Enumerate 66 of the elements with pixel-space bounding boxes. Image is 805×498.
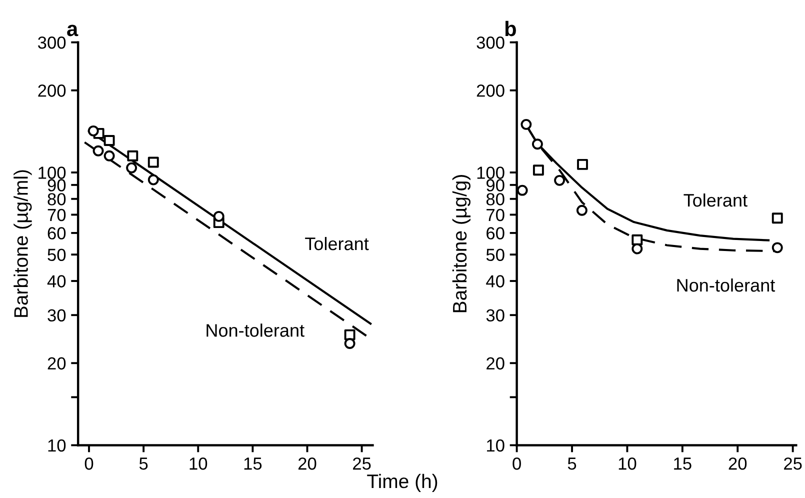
point (88, 125, 99, 136)
y-tick-label: 20 (48, 357, 66, 370)
x-tick-label: 0 (512, 457, 521, 470)
x-tick-label: 20 (298, 457, 316, 470)
x-tick-label: 5 (568, 458, 576, 470)
point (92, 145, 104, 156)
point (520, 118, 532, 130)
point (104, 135, 115, 146)
y-tick-label: 80 (486, 193, 504, 206)
annotation: Non-tolerant (206, 324, 304, 337)
point (772, 212, 783, 224)
y-tick-label: 30 (486, 309, 504, 322)
y-tick-label: 40 (486, 275, 504, 288)
x-tick-label: 10 (190, 457, 208, 470)
annotation: Tolerant (684, 193, 748, 207)
chart-title: b (505, 20, 516, 36)
point (532, 164, 544, 176)
y-tick-label: 90 (486, 179, 504, 192)
point (126, 162, 138, 174)
point (148, 174, 159, 186)
annotation: Tolerant (305, 236, 369, 250)
x-tick-label: 25 (784, 457, 802, 470)
y-tick-label: 200 (476, 84, 504, 97)
x-tick-label: 15 (244, 458, 262, 470)
y-tick-label: 300 (476, 36, 504, 49)
y-tick-label: 60 (486, 227, 504, 240)
point (148, 156, 159, 168)
y-tick-label: 300 (38, 36, 66, 49)
x-axis-title: Time (h) (367, 474, 438, 492)
x-tick-label: 25 (353, 457, 371, 470)
y-tick-label: 30 (48, 309, 66, 322)
x-tick-label: 0 (84, 457, 94, 470)
y-tick-label: 70 (486, 208, 504, 222)
point (516, 184, 528, 196)
point (344, 338, 356, 349)
y-tick-label: 70 (48, 208, 66, 222)
y-tick-label: 200 (38, 84, 66, 97)
y-tick-label: 50 (48, 248, 66, 262)
point (576, 204, 588, 216)
point (772, 242, 783, 254)
point (127, 150, 138, 162)
point (554, 174, 566, 186)
y-tick-label: 90 (48, 179, 66, 192)
y-tick-label: 10 (48, 439, 66, 452)
x-tick-label: 15 (674, 458, 692, 470)
point (632, 234, 643, 246)
y-tick-label: 40 (47, 275, 66, 288)
point (632, 243, 643, 254)
y-tick-label: 80 (48, 193, 66, 206)
y-axis-title: Barbitone (µg/g) (452, 175, 470, 312)
y-tick-label: 50 (486, 248, 504, 262)
y-tick-label: 60 (48, 227, 66, 240)
point (532, 138, 543, 150)
x-tick-label: 5 (139, 458, 148, 470)
x-tick-label: 10 (618, 457, 636, 470)
chart-title: a (67, 24, 78, 36)
annotation: Non-tolerant (677, 278, 776, 292)
point (577, 158, 588, 170)
y-tick-label: 10 (487, 439, 504, 452)
y-tick-label: 100 (38, 166, 66, 179)
x-tick-label: 20 (728, 457, 747, 470)
point (104, 150, 115, 162)
y-tick-label: 20 (486, 357, 504, 370)
point (213, 210, 224, 222)
y-tick-label: 100 (477, 166, 504, 179)
y-axis-title: Barbitone (µg/ml) (14, 170, 32, 317)
